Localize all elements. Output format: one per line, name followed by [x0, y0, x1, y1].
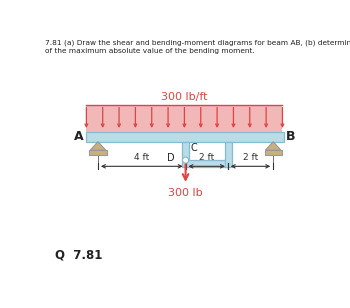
Text: B: B [286, 130, 296, 143]
Text: D: D [167, 153, 175, 163]
Text: 300 lb: 300 lb [168, 188, 203, 198]
Bar [90, 150, 106, 155]
Text: 2 ft: 2 ft [199, 153, 214, 162]
Bar [182, 160, 228, 167]
Bar [182, 142, 189, 160]
Text: 300 lb/ft: 300 lb/ft [161, 92, 208, 102]
Text: Q  7.81: Q 7.81 [55, 249, 103, 262]
Bar [86, 132, 284, 142]
Text: 7.81 (a) Draw the shear and bending-moment diagrams for beam AB, (b) determine t: 7.81 (a) Draw the shear and bending-mome… [45, 39, 350, 54]
Polygon shape [90, 142, 106, 150]
Text: 4 ft: 4 ft [134, 153, 149, 162]
Bar [225, 142, 232, 167]
Text: A: A [74, 130, 83, 143]
Bar [265, 150, 282, 155]
Text: 2 ft: 2 ft [243, 153, 258, 162]
Circle shape [182, 157, 189, 163]
Polygon shape [86, 105, 282, 132]
Polygon shape [265, 142, 281, 150]
Text: C: C [190, 143, 197, 153]
